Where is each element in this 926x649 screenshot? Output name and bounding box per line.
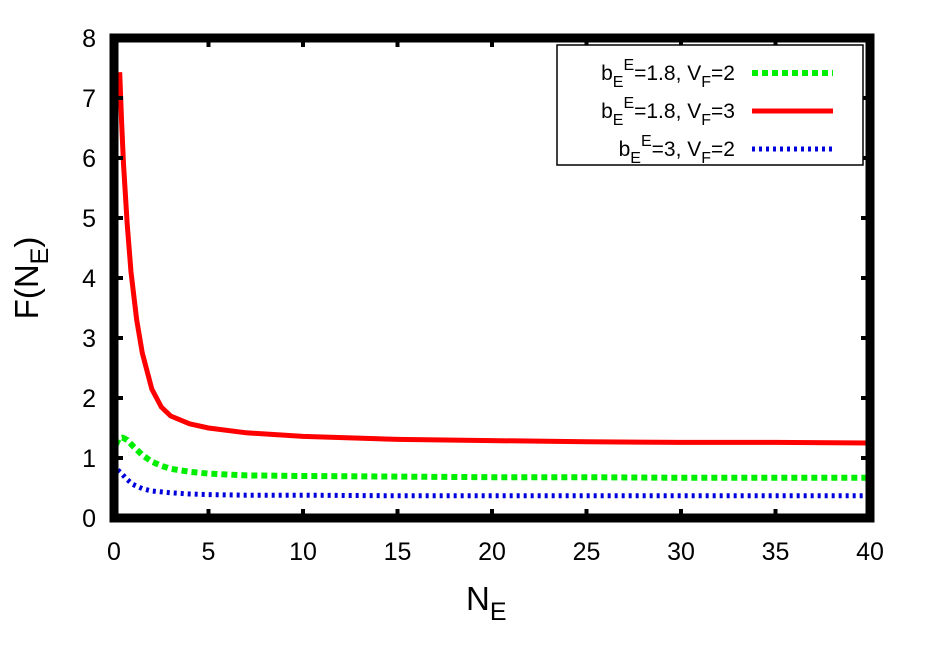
x-tick-label: 30: [667, 538, 695, 566]
x-tick-label: 15: [384, 538, 412, 566]
legend-box: [556, 44, 864, 166]
y-tick-label: 5: [82, 205, 96, 233]
y-tick-label: 7: [82, 85, 96, 113]
legend-label: bEE=1.8, VF=2: [601, 57, 735, 91]
series-line-0: [113, 434, 870, 481]
x-tick-label: 10: [289, 538, 317, 566]
x-tick-label: 20: [478, 538, 506, 566]
y-axis-label: F(NE): [8, 237, 54, 320]
legend-label: bEE=1.8, VF=3: [601, 95, 735, 129]
series-line-1: [117, 72, 871, 446]
y-tick-label: 0: [82, 505, 96, 533]
x-tick-labels: 0 5 10 15 20 25 30 35 40: [107, 538, 884, 566]
y-tick-label: 6: [82, 145, 96, 173]
x-axis-label: NE: [466, 580, 507, 626]
y-tick-label: 1: [82, 445, 96, 473]
legend-label: bEE=3, VF=2: [619, 133, 735, 167]
x-tick-label: 35: [762, 538, 790, 566]
y-tick-label: 2: [82, 385, 96, 413]
y-tick-label: 4: [82, 265, 96, 293]
x-tick-label: 5: [202, 538, 216, 566]
x-tick-label: 40: [856, 538, 884, 566]
y-tick-label: 3: [82, 325, 96, 353]
y-tick-label: 8: [82, 25, 96, 53]
y-tick-labels: 0 1 2 3 4 5 6 7 8: [82, 25, 96, 533]
series-layer: [113, 72, 871, 499]
x-tick-label: 25: [573, 538, 601, 566]
legend: bEE=1.8, VF=2 bEE=1.8, VF=3 bEE=3, VF=2: [556, 44, 864, 167]
x-tick-label: 0: [107, 538, 121, 566]
plot-frame: [109, 33, 875, 523]
